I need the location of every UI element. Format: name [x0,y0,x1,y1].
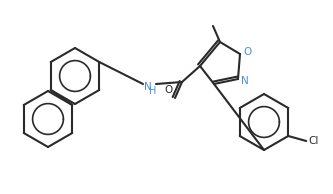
Text: H: H [149,86,157,96]
Text: Cl: Cl [308,136,319,146]
Text: O: O [165,85,173,95]
Text: N: N [241,76,249,86]
Text: N: N [144,82,152,92]
Text: O: O [243,47,251,57]
